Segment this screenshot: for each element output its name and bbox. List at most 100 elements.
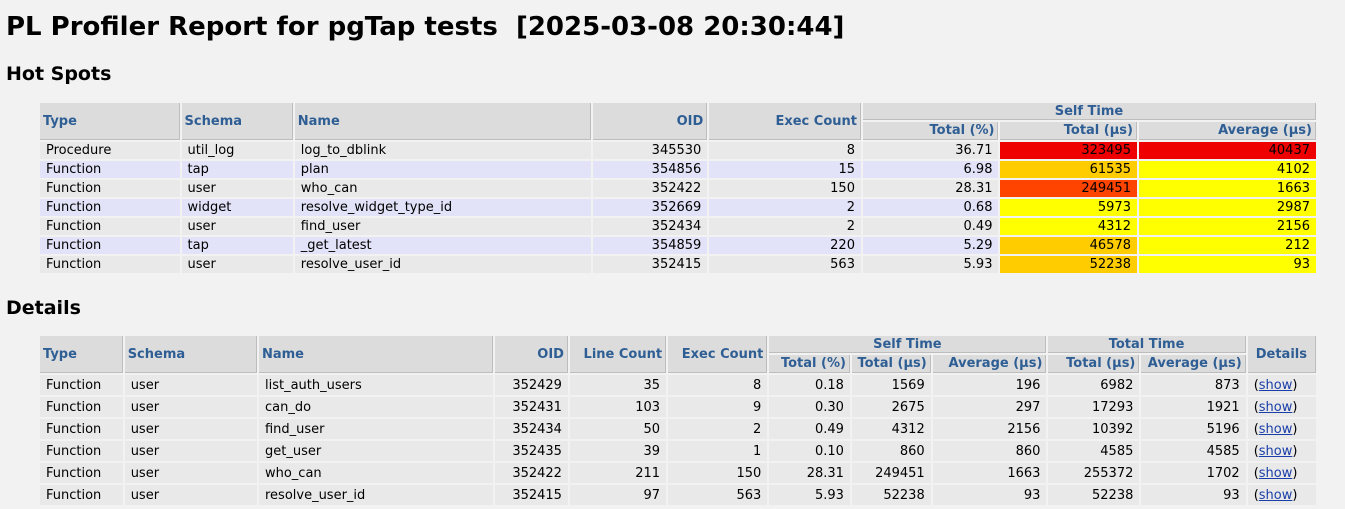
cell-exec-count: 1 xyxy=(668,441,768,461)
cell-tt-average-us: 873 xyxy=(1141,375,1246,395)
table-row: Procedure util_log log_to_dblink 345530 8 36.… xyxy=(40,142,1316,159)
hot-spots-body: Procedure util_log log_to_dblink 345530 8 36.… xyxy=(40,142,1316,273)
cell-exec-count: 563 xyxy=(668,485,768,505)
cell-tt-total-us: 52238 xyxy=(1048,485,1140,505)
col-name: Name xyxy=(258,336,493,373)
cell-name: get_user xyxy=(258,441,493,461)
cell-tt-total-us: 10392 xyxy=(1048,419,1140,439)
show-details-link[interactable]: show xyxy=(1258,465,1293,481)
cell-tt-total-us: 6982 xyxy=(1048,375,1140,395)
col-oid: OID xyxy=(494,336,568,373)
cell-total-us: 61535 xyxy=(1000,161,1137,178)
table-row: Function user find_user 352434 2 0.49 4312 2156 xyxy=(40,218,1316,235)
cell-oid: 352431 xyxy=(494,397,568,417)
cell-oid: 352415 xyxy=(593,256,708,273)
cell-details: (show) xyxy=(1247,419,1316,439)
cell-details: (show) xyxy=(1247,397,1316,417)
cell-total-pct: 5.93 xyxy=(862,256,999,273)
cell-exec-count: 15 xyxy=(709,161,861,178)
show-details-link[interactable]: show xyxy=(1258,399,1293,415)
cell-name: _get_latest xyxy=(294,237,592,254)
cell-exec-count: 2 xyxy=(709,199,861,216)
col-exec-count: Exec Count xyxy=(709,103,861,140)
cell-line-count: 103 xyxy=(569,397,667,417)
cell-total-pct: 0.68 xyxy=(862,199,999,216)
cell-name: find_user xyxy=(258,419,493,439)
col-self-total-pct: Total (%) xyxy=(769,355,850,373)
table-row: Function tap _get_latest 354859 220 5.29 46578… xyxy=(40,237,1316,254)
hot-spots-heading: Hot Spots xyxy=(6,63,112,85)
cell-name: can_do xyxy=(258,397,493,417)
cell-total-pct: 5.29 xyxy=(862,237,999,254)
cell-total-us: 5973 xyxy=(1000,199,1137,216)
cell-exec-count: 563 xyxy=(709,256,861,273)
show-details-link[interactable]: show xyxy=(1258,421,1293,437)
cell-tt-total-us: 255372 xyxy=(1048,463,1140,483)
cell-name: who_can xyxy=(258,463,493,483)
cell-name: resolve_user_id xyxy=(294,256,592,273)
table-row: Function user who_can 352422 211 150 28.31 2494… xyxy=(40,463,1316,483)
col-total-time: Total Time xyxy=(1048,336,1246,353)
cell-self-average-us: 2156 xyxy=(932,419,1047,439)
cell-oid: 352669 xyxy=(593,199,708,216)
cell-schema: tap xyxy=(181,161,293,178)
col-self-average-us: Average (µs) xyxy=(932,355,1047,373)
cell-type: Function xyxy=(40,237,180,254)
cell-oid: 354856 xyxy=(593,161,708,178)
table-row: Function user who_can 352422 150 28.31 249451 1… xyxy=(40,180,1316,197)
cell-oid: 352422 xyxy=(494,463,568,483)
cell-line-count: 211 xyxy=(569,463,667,483)
cell-average-us: 40437 xyxy=(1138,142,1316,159)
col-oid: OID xyxy=(593,103,708,140)
cell-type: Function xyxy=(40,485,123,505)
cell-self-total-pct: 5.93 xyxy=(769,485,850,505)
cell-tt-total-us: 4585 xyxy=(1048,441,1140,461)
cell-schema: tap xyxy=(181,237,293,254)
cell-total-pct: 36.71 xyxy=(862,142,999,159)
cell-schema: user xyxy=(124,419,257,439)
cell-total-pct: 6.98 xyxy=(862,161,999,178)
cell-self-total-pct: 0.30 xyxy=(769,397,850,417)
table-row: Function user find_user 352434 50 2 0.49 4312 21… xyxy=(40,419,1316,439)
col-exec-count: Exec Count xyxy=(668,336,768,373)
cell-name: find_user xyxy=(294,218,592,235)
cell-schema: user xyxy=(181,218,293,235)
cell-average-us: 212 xyxy=(1138,237,1316,254)
cell-line-count: 97 xyxy=(569,485,667,505)
cell-exec-count: 150 xyxy=(709,180,861,197)
cell-total-pct: 28.31 xyxy=(862,180,999,197)
col-schema: Schema xyxy=(181,103,293,140)
cell-tt-total-us: 17293 xyxy=(1048,397,1140,417)
cell-total-us: 46578 xyxy=(1000,237,1137,254)
table-row: Function user resolve_user_id 352415 97 563 5.… xyxy=(40,485,1316,505)
cell-type: Function xyxy=(40,397,123,417)
cell-schema: user xyxy=(181,180,293,197)
cell-type: Function xyxy=(40,463,123,483)
details-body: Function user list_auth_users 352429 35 8 0.18… xyxy=(40,375,1316,505)
table-row: Function user list_auth_users 352429 35 8 0.18… xyxy=(40,375,1316,395)
cell-total-us: 52238 xyxy=(1000,256,1137,273)
page-title: PL Profiler Report for pgTap tests [2025… xyxy=(6,12,845,42)
cell-type: Function xyxy=(40,161,180,178)
cell-details: (show) xyxy=(1247,485,1316,505)
col-self-time: Self Time xyxy=(862,103,1316,120)
cell-average-us: 4102 xyxy=(1138,161,1316,178)
cell-schema: user xyxy=(181,256,293,273)
cell-name: log_to_dblink xyxy=(294,142,592,159)
cell-tt-average-us: 93 xyxy=(1141,485,1246,505)
show-details-link[interactable]: show xyxy=(1258,377,1293,393)
col-average-us: Average (µs) xyxy=(1138,122,1316,140)
cell-self-total-pct: 0.10 xyxy=(769,441,850,461)
show-details-link[interactable]: show xyxy=(1258,487,1293,503)
col-type: Type xyxy=(40,336,123,373)
cell-total-us: 323495 xyxy=(1000,142,1137,159)
cell-exec-count: 220 xyxy=(709,237,861,254)
cell-name: list_auth_users xyxy=(258,375,493,395)
cell-self-total-pct: 0.18 xyxy=(769,375,850,395)
col-type: Type xyxy=(40,103,180,140)
table-row: Function tap plan 354856 15 6.98 61535 4102 xyxy=(40,161,1316,178)
cell-schema: util_log xyxy=(181,142,293,159)
details-heading: Details xyxy=(6,297,81,319)
show-details-link[interactable]: show xyxy=(1258,443,1293,459)
cell-tt-average-us: 1702 xyxy=(1141,463,1246,483)
